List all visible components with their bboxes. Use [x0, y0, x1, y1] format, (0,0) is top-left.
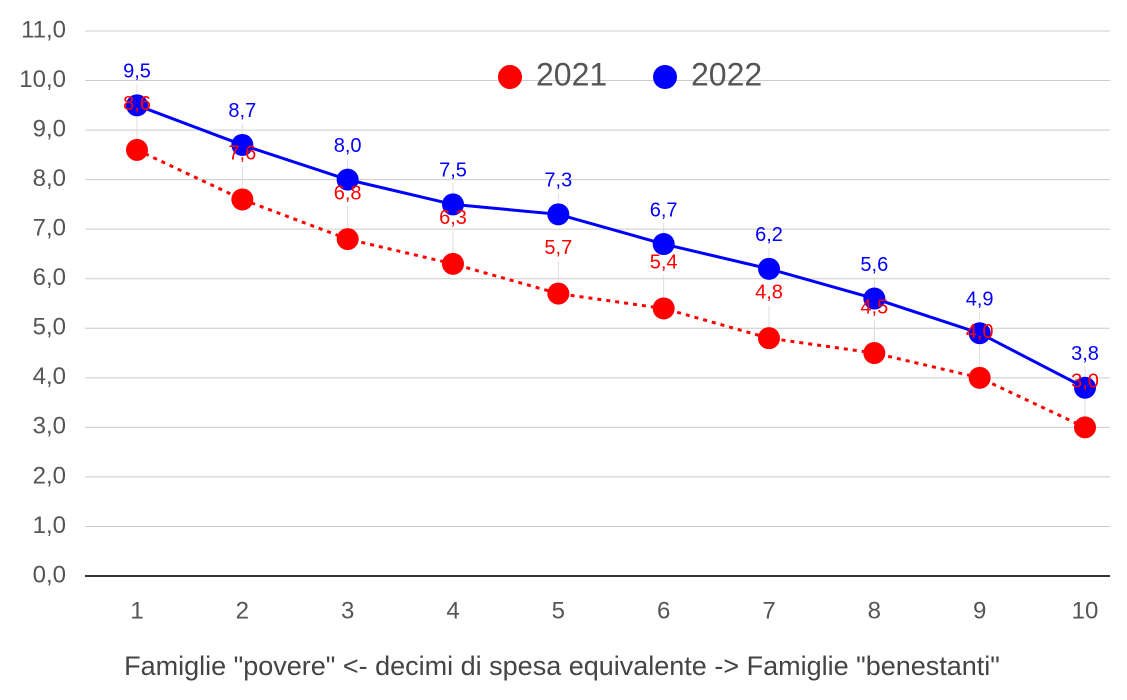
data-label: 9,5 [123, 61, 151, 83]
data-label: 8,7 [228, 100, 256, 122]
data-label: 5,4 [650, 252, 678, 274]
point [758, 327, 780, 350]
data-label: 4,5 [860, 296, 888, 318]
point [442, 252, 464, 275]
point [231, 133, 254, 156]
y-tick-label: 8,0 [33, 165, 66, 192]
data-label: 5,7 [544, 237, 572, 259]
data-label: 4,9 [966, 289, 994, 311]
x-tick-label: 4 [446, 597, 459, 624]
y-tick-label: 0,0 [33, 561, 66, 588]
y-tick-label: 5,0 [33, 314, 66, 341]
data-label: 3,8 [1071, 343, 1099, 365]
point [231, 188, 254, 211]
legend-label: 2021 [536, 56, 607, 92]
data-label: 5,6 [860, 254, 888, 276]
data-label: 4,0 [966, 321, 994, 343]
legend-label: 2022 [691, 56, 762, 92]
point [547, 203, 570, 226]
data-label: 8,6 [123, 93, 151, 115]
point [652, 297, 675, 320]
point [547, 282, 570, 305]
point [652, 233, 675, 256]
point [758, 257, 780, 280]
y-tick-label: 3,0 [33, 413, 66, 440]
y-tick-label: 10,0 [19, 66, 66, 93]
y-tick-label: 11,0 [21, 16, 66, 43]
y-tick-label: 1,0 [33, 512, 66, 539]
data-label: 6,3 [439, 207, 467, 229]
x-tick-label: 8 [868, 597, 881, 624]
x-tick-label: 10 [1072, 597, 1099, 624]
data-label: 6,2 [755, 224, 783, 246]
data-label: 4,8 [755, 281, 783, 303]
x-axis-title: Famiglie "povere" <- decimi di spesa equ… [124, 651, 1000, 681]
point [968, 322, 991, 345]
x-tick-label: 6 [657, 597, 670, 624]
series-line [136, 103, 1086, 390]
x-tick-label: 3 [341, 597, 354, 624]
point [863, 287, 886, 310]
point [1074, 376, 1096, 399]
data-label: 3,0 [1071, 371, 1099, 393]
x-tick-label: 5 [552, 597, 565, 624]
y-tick-label: 6,0 [33, 264, 66, 291]
series-line [136, 148, 1086, 429]
point [1074, 416, 1096, 439]
x-tick-label: 9 [973, 597, 986, 624]
x-tick-label: 1 [130, 597, 143, 624]
x-tick-label: 7 [762, 597, 775, 624]
data-label: 7,3 [544, 170, 572, 192]
y-tick-label: 7,0 [33, 215, 66, 242]
y-tick-label: 9,0 [33, 115, 66, 142]
point [863, 342, 886, 365]
data-label: 7,5 [439, 160, 467, 182]
point [126, 138, 148, 161]
y-tick-label: 2,0 [33, 462, 66, 489]
data-label: 6,8 [334, 182, 362, 204]
point [126, 94, 148, 117]
data-label: 8,0 [334, 135, 362, 157]
legend-marker [498, 65, 522, 89]
data-label: 6,7 [650, 199, 678, 221]
data-label: 7,6 [228, 143, 256, 165]
point [968, 366, 991, 389]
x-tick-label: 2 [236, 597, 249, 624]
legend-marker [653, 65, 677, 89]
y-tick-label: 4,0 [33, 363, 66, 390]
point [442, 193, 464, 216]
point [336, 168, 359, 191]
point [336, 228, 359, 251]
